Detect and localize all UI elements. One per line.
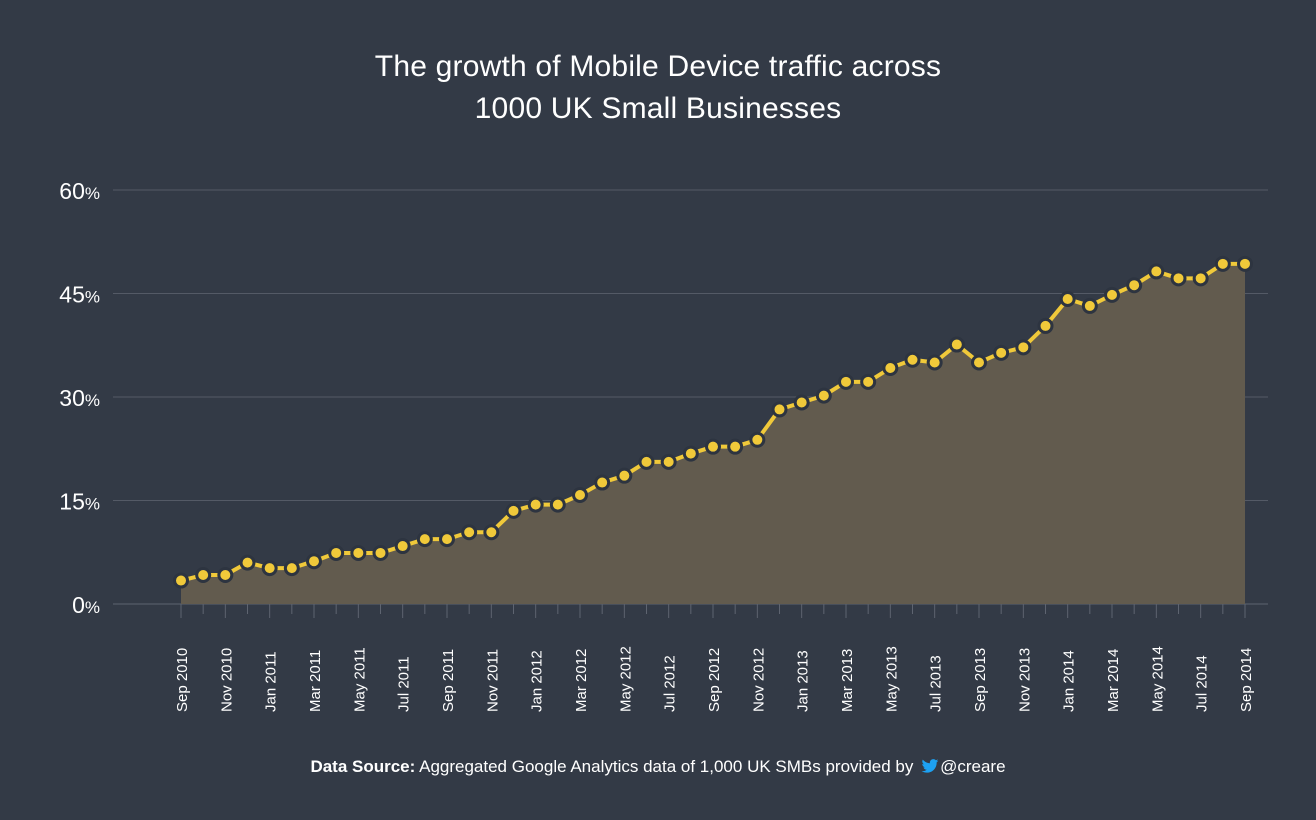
x-tick-label: Jan 2011 xyxy=(263,651,280,712)
y-tick-label-60: 60% xyxy=(59,178,100,204)
y-tick-value: 0 xyxy=(72,592,85,618)
y-tick-value: 60 xyxy=(59,178,85,204)
data-point xyxy=(749,431,766,448)
y-tick-value: 15 xyxy=(59,489,85,515)
data-source-text: Aggregated Google Analytics data of 1,00… xyxy=(419,757,914,776)
data-source-footer: Data Source: Aggregated Google Analytics… xyxy=(0,757,1316,777)
x-tick-label: Sep 2014 xyxy=(1238,648,1255,712)
data-point xyxy=(904,351,921,368)
x-tick-label: Mar 2014 xyxy=(1105,649,1122,712)
x-tick-label: Nov 2012 xyxy=(750,648,767,712)
data-point xyxy=(1192,270,1209,287)
x-tick-label: Sep 2013 xyxy=(972,648,989,712)
x-tick-label: Mar 2012 xyxy=(573,649,590,712)
x-tick-label: Mar 2013 xyxy=(839,649,856,712)
y-tick-unit: % xyxy=(85,495,100,514)
twitter-handle[interactable]: @creare xyxy=(940,757,1006,776)
x-tick-label: May 2011 xyxy=(351,647,368,712)
data-point xyxy=(572,486,588,503)
data-point xyxy=(1059,291,1076,308)
data-point xyxy=(682,445,699,462)
x-tick-label: Nov 2013 xyxy=(1016,648,1033,712)
data-point xyxy=(838,373,854,390)
data-point xyxy=(173,572,189,589)
x-tick-label: Jan 2014 xyxy=(1061,650,1078,712)
data-point xyxy=(439,531,455,548)
data-point xyxy=(505,502,522,519)
y-tick-label-0: 0% xyxy=(72,592,100,618)
chart-title-line-1: The growth of Mobile Device traffic acro… xyxy=(374,50,942,83)
y-tick-value: 45 xyxy=(59,282,85,308)
data-point xyxy=(1104,286,1120,303)
area-fill xyxy=(181,263,1245,604)
x-tick-label: Jul 2013 xyxy=(928,655,945,712)
x-tick-label: Jan 2012 xyxy=(529,650,546,712)
data-point xyxy=(926,354,943,371)
y-tick-label-15: 15% xyxy=(59,489,100,515)
x-tick-label: Jul 2012 xyxy=(662,655,679,712)
y-tick-unit: % xyxy=(85,288,100,307)
data-point xyxy=(1214,255,1231,272)
x-tick-label: May 2014 xyxy=(1149,646,1166,712)
x-tick-label: Jul 2011 xyxy=(396,656,413,712)
data-point xyxy=(948,336,965,353)
x-tick-label: Sep 2010 xyxy=(174,648,191,712)
data-point xyxy=(1237,255,1253,272)
data-point xyxy=(660,453,677,470)
data-point xyxy=(638,453,655,470)
data-point xyxy=(1037,317,1054,334)
data-point xyxy=(239,554,256,571)
data-point xyxy=(306,553,322,570)
data-point xyxy=(217,567,234,584)
x-tick-label: Nov 2011 xyxy=(484,649,501,712)
data-source-label: Data Source: xyxy=(310,757,416,776)
x-tick-label: Sep 2011 xyxy=(440,649,457,712)
data-point xyxy=(283,560,300,577)
data-point xyxy=(372,544,389,561)
x-tick-label: Mar 2011 xyxy=(307,650,324,712)
y-tick-value: 30 xyxy=(59,385,85,411)
data-point xyxy=(793,394,810,411)
data-point xyxy=(527,496,544,513)
x-tick-label: May 2013 xyxy=(883,646,900,712)
data-point xyxy=(549,496,566,513)
data-point xyxy=(971,354,987,371)
y-tick-unit: % xyxy=(85,391,100,410)
data-point xyxy=(1015,339,1032,356)
chart-title-line-2: 1000 UK Small Businesses xyxy=(474,92,842,125)
data-point xyxy=(727,438,744,455)
data-point xyxy=(705,438,721,455)
data-point xyxy=(815,387,832,404)
data-point xyxy=(195,567,212,584)
y-tick-label-30: 30% xyxy=(59,385,100,411)
data-point xyxy=(1126,277,1143,294)
data-point xyxy=(771,401,788,418)
data-point xyxy=(350,544,367,561)
data-point xyxy=(261,560,278,577)
x-tick-label: Jan 2013 xyxy=(795,650,812,712)
data-point xyxy=(1170,270,1187,287)
data-point xyxy=(394,538,411,555)
data-point xyxy=(882,360,899,377)
x-tick-label: Sep 2012 xyxy=(706,648,723,712)
x-tick-label: May 2012 xyxy=(617,646,634,712)
y-tick-unit: % xyxy=(85,598,100,617)
chart-title: The growth of Mobile Device traffic acro… xyxy=(0,46,1316,130)
twitter-bird-icon xyxy=(921,759,939,773)
data-point xyxy=(1081,297,1098,314)
data-point xyxy=(1148,263,1165,280)
data-point xyxy=(328,544,345,561)
x-tick-label: Nov 2010 xyxy=(218,648,235,712)
data-point xyxy=(483,524,500,541)
x-tick-label: Jul 2014 xyxy=(1194,655,1211,712)
y-tick-unit: % xyxy=(85,184,100,203)
data-point xyxy=(416,531,433,548)
data-point xyxy=(993,344,1010,361)
data-point xyxy=(616,467,633,484)
data-point xyxy=(860,373,877,390)
data-point xyxy=(461,524,478,541)
y-tick-label-45: 45% xyxy=(59,282,100,308)
data-point xyxy=(594,474,611,491)
